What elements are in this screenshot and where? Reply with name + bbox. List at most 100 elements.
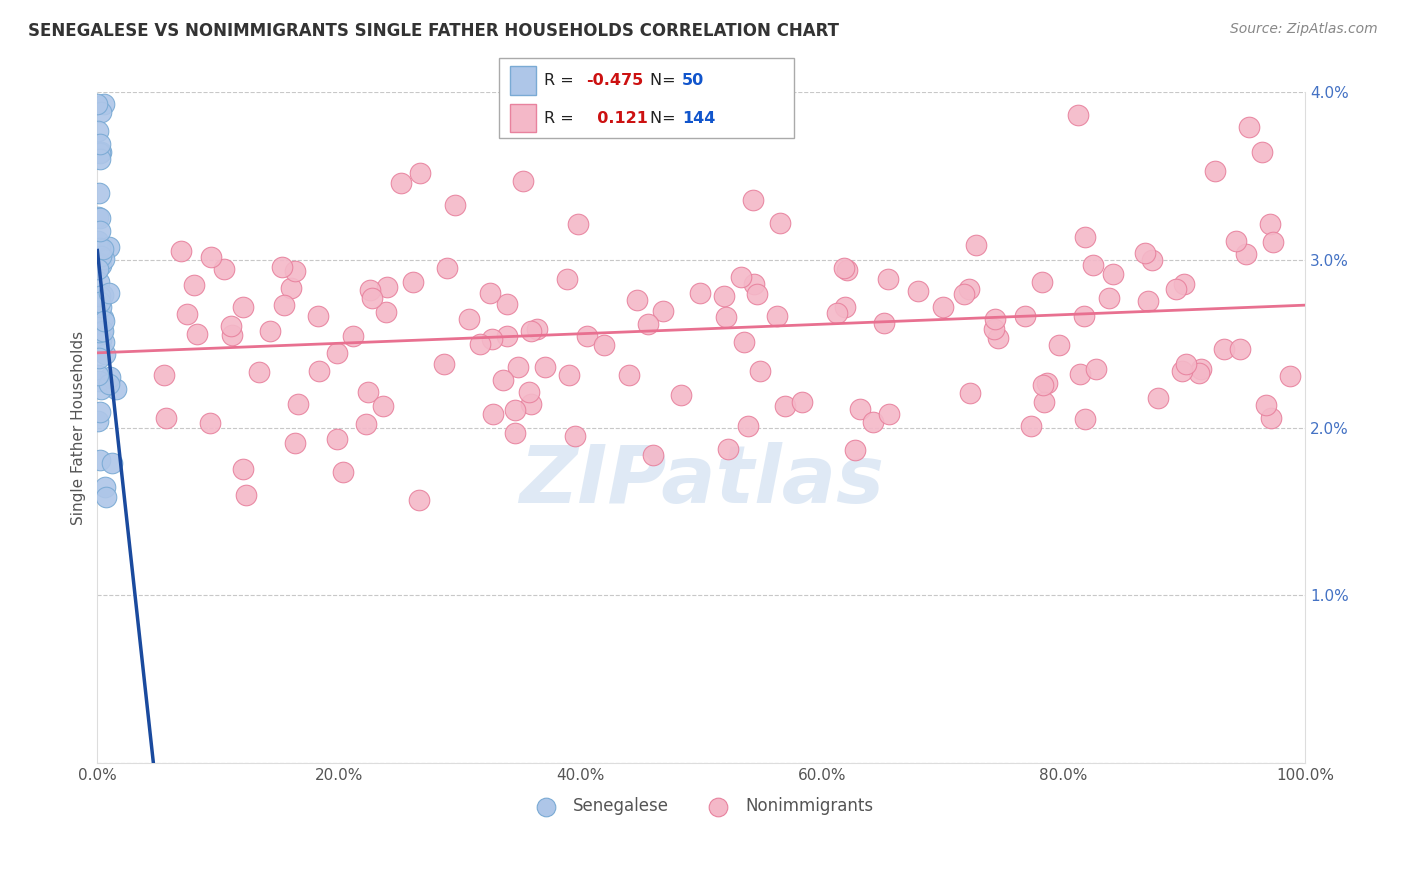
Point bbox=[90, 333, 112, 347]
Point bbox=[877, 271, 900, 285]
Point bbox=[508, 359, 530, 374]
Point bbox=[94, 347, 117, 361]
Point bbox=[284, 436, 307, 450]
Point bbox=[389, 176, 412, 190]
Text: SENEGALESE VS NONIMMIGRANTS SINGLE FATHER HOUSEHOLDS CORRELATION CHART: SENEGALESE VS NONIMMIGRANTS SINGLE FATHE… bbox=[28, 22, 839, 40]
Point bbox=[89, 405, 111, 419]
Point bbox=[90, 300, 112, 314]
Point bbox=[495, 329, 517, 343]
Point bbox=[492, 373, 515, 387]
Point bbox=[155, 410, 177, 425]
Point bbox=[87, 297, 110, 311]
Point bbox=[87, 256, 110, 270]
Point bbox=[827, 306, 849, 320]
Point bbox=[87, 414, 110, 428]
Point bbox=[669, 388, 692, 402]
Point bbox=[1032, 378, 1054, 392]
Point bbox=[86, 234, 108, 248]
Point bbox=[219, 319, 242, 334]
Point bbox=[433, 357, 456, 371]
Point bbox=[375, 280, 398, 294]
Point bbox=[643, 448, 665, 462]
Point bbox=[342, 329, 364, 343]
Point bbox=[1251, 145, 1274, 159]
Point bbox=[200, 250, 222, 264]
Point bbox=[307, 309, 329, 323]
Point bbox=[93, 480, 115, 494]
Point bbox=[769, 215, 792, 229]
Point bbox=[214, 262, 236, 277]
Point bbox=[97, 240, 120, 254]
Point bbox=[1047, 338, 1070, 352]
Text: N=: N= bbox=[650, 73, 681, 88]
Text: ZIPatlas: ZIPatlas bbox=[519, 442, 884, 520]
Point bbox=[232, 301, 254, 315]
Point bbox=[1173, 277, 1195, 292]
Point bbox=[247, 366, 270, 380]
Point bbox=[576, 328, 599, 343]
Y-axis label: Single Father Households: Single Father Households bbox=[72, 331, 86, 524]
Point bbox=[90, 145, 112, 159]
Point bbox=[1254, 398, 1277, 412]
Point bbox=[198, 416, 221, 430]
Point bbox=[1171, 363, 1194, 377]
Point bbox=[89, 295, 111, 310]
Point bbox=[1074, 230, 1097, 244]
Point bbox=[1140, 252, 1163, 267]
Text: 50: 50 bbox=[682, 73, 704, 88]
Point bbox=[834, 300, 856, 314]
Point bbox=[409, 165, 432, 179]
Point bbox=[1083, 258, 1105, 272]
Point bbox=[832, 260, 855, 275]
Point bbox=[153, 368, 176, 382]
Point bbox=[97, 377, 120, 392]
Text: Source: ZipAtlas.com: Source: ZipAtlas.com bbox=[1230, 22, 1378, 37]
Point bbox=[592, 338, 614, 352]
Point bbox=[87, 276, 110, 290]
Point bbox=[1097, 291, 1119, 305]
Point bbox=[87, 374, 110, 388]
Point bbox=[91, 324, 114, 338]
Point bbox=[520, 324, 543, 338]
Point bbox=[270, 260, 292, 275]
Point bbox=[747, 287, 769, 301]
Point bbox=[360, 291, 382, 305]
Point bbox=[862, 416, 884, 430]
Text: R =: R = bbox=[544, 111, 579, 126]
Point bbox=[637, 317, 659, 331]
Point bbox=[93, 314, 115, 328]
Point bbox=[1036, 376, 1059, 390]
Point bbox=[186, 327, 208, 342]
Point bbox=[101, 456, 124, 470]
Point bbox=[742, 193, 765, 207]
Point bbox=[326, 346, 349, 360]
Point bbox=[844, 443, 866, 458]
Point bbox=[1237, 120, 1260, 134]
Point bbox=[1074, 412, 1097, 426]
Point bbox=[714, 310, 737, 324]
Point bbox=[1073, 309, 1095, 323]
Point bbox=[1085, 362, 1108, 376]
Point bbox=[104, 382, 127, 396]
Text: 144: 144 bbox=[682, 111, 716, 126]
Point bbox=[91, 311, 114, 326]
Point bbox=[744, 277, 766, 291]
Point bbox=[357, 385, 380, 400]
Point bbox=[965, 237, 987, 252]
Point bbox=[496, 297, 519, 311]
Point bbox=[512, 174, 534, 188]
Point bbox=[526, 322, 548, 336]
Point bbox=[983, 322, 1005, 336]
Text: R =: R = bbox=[544, 73, 579, 88]
Point bbox=[1204, 164, 1226, 178]
Point bbox=[325, 432, 347, 446]
Point bbox=[517, 384, 540, 399]
Point bbox=[273, 298, 295, 312]
Point bbox=[332, 465, 354, 479]
Point bbox=[1213, 343, 1236, 357]
Point bbox=[89, 325, 111, 339]
Point bbox=[183, 277, 205, 292]
Point bbox=[987, 331, 1010, 345]
Point bbox=[401, 275, 423, 289]
Point bbox=[626, 293, 648, 307]
